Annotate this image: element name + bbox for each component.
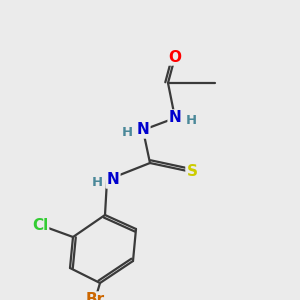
Text: Cl: Cl — [32, 218, 48, 232]
Text: N: N — [106, 172, 119, 188]
Text: O: O — [169, 50, 182, 64]
Text: H: H — [185, 115, 197, 128]
Text: N: N — [136, 122, 149, 137]
Text: S: S — [187, 164, 197, 179]
Text: N: N — [169, 110, 182, 125]
Text: H: H — [92, 176, 103, 190]
Text: H: H — [122, 127, 133, 140]
Text: Br: Br — [85, 292, 105, 300]
